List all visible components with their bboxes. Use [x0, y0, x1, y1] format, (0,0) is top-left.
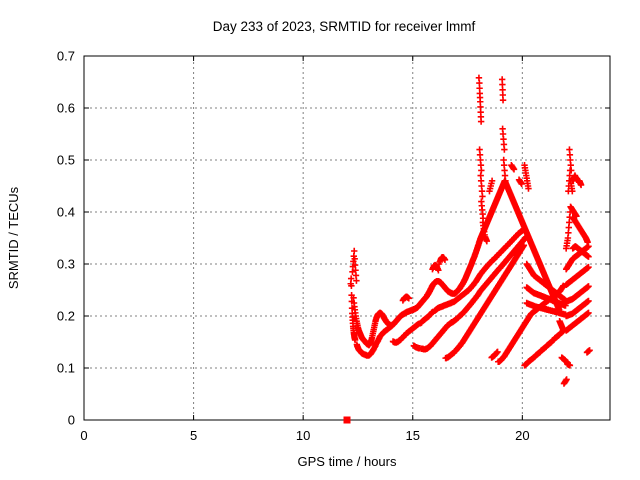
y-tick-label: 0.6 [57, 101, 75, 116]
y-tick-label: 0 [68, 413, 75, 428]
origin-marker [343, 416, 351, 424]
y-axis-ticks: 0 0.1 0.2 0.3 0.4 0.5 0.6 0.7 [57, 49, 610, 428]
zero-value-marker [343, 416, 351, 424]
x-tick-label: 20 [515, 428, 529, 443]
y-tick-label: 0.7 [57, 49, 75, 64]
x-tick-label: 10 [296, 428, 310, 443]
x-axis-label: GPS time / hours [298, 454, 397, 469]
series-points [347, 74, 593, 387]
y-axis-label: SRMTID / TECUs [6, 186, 21, 289]
y-tick-label: 0.1 [57, 361, 75, 376]
y-tick-label: 0.4 [57, 205, 75, 220]
x-tick-label: 5 [190, 428, 197, 443]
y-tick-label: 0.5 [57, 153, 75, 168]
x-tick-label: 15 [406, 428, 420, 443]
y-tick-label: 0.2 [57, 309, 75, 324]
gridlines [85, 57, 609, 419]
y-tick-label: 0.3 [57, 257, 75, 272]
x-tick-label: 0 [80, 428, 87, 443]
x-axis-ticks: 0 5 10 15 20 [80, 56, 530, 443]
scatter-series [347, 74, 593, 387]
page-title: Day 233 of 2023, SRMTID for receiver lmm… [213, 19, 476, 34]
